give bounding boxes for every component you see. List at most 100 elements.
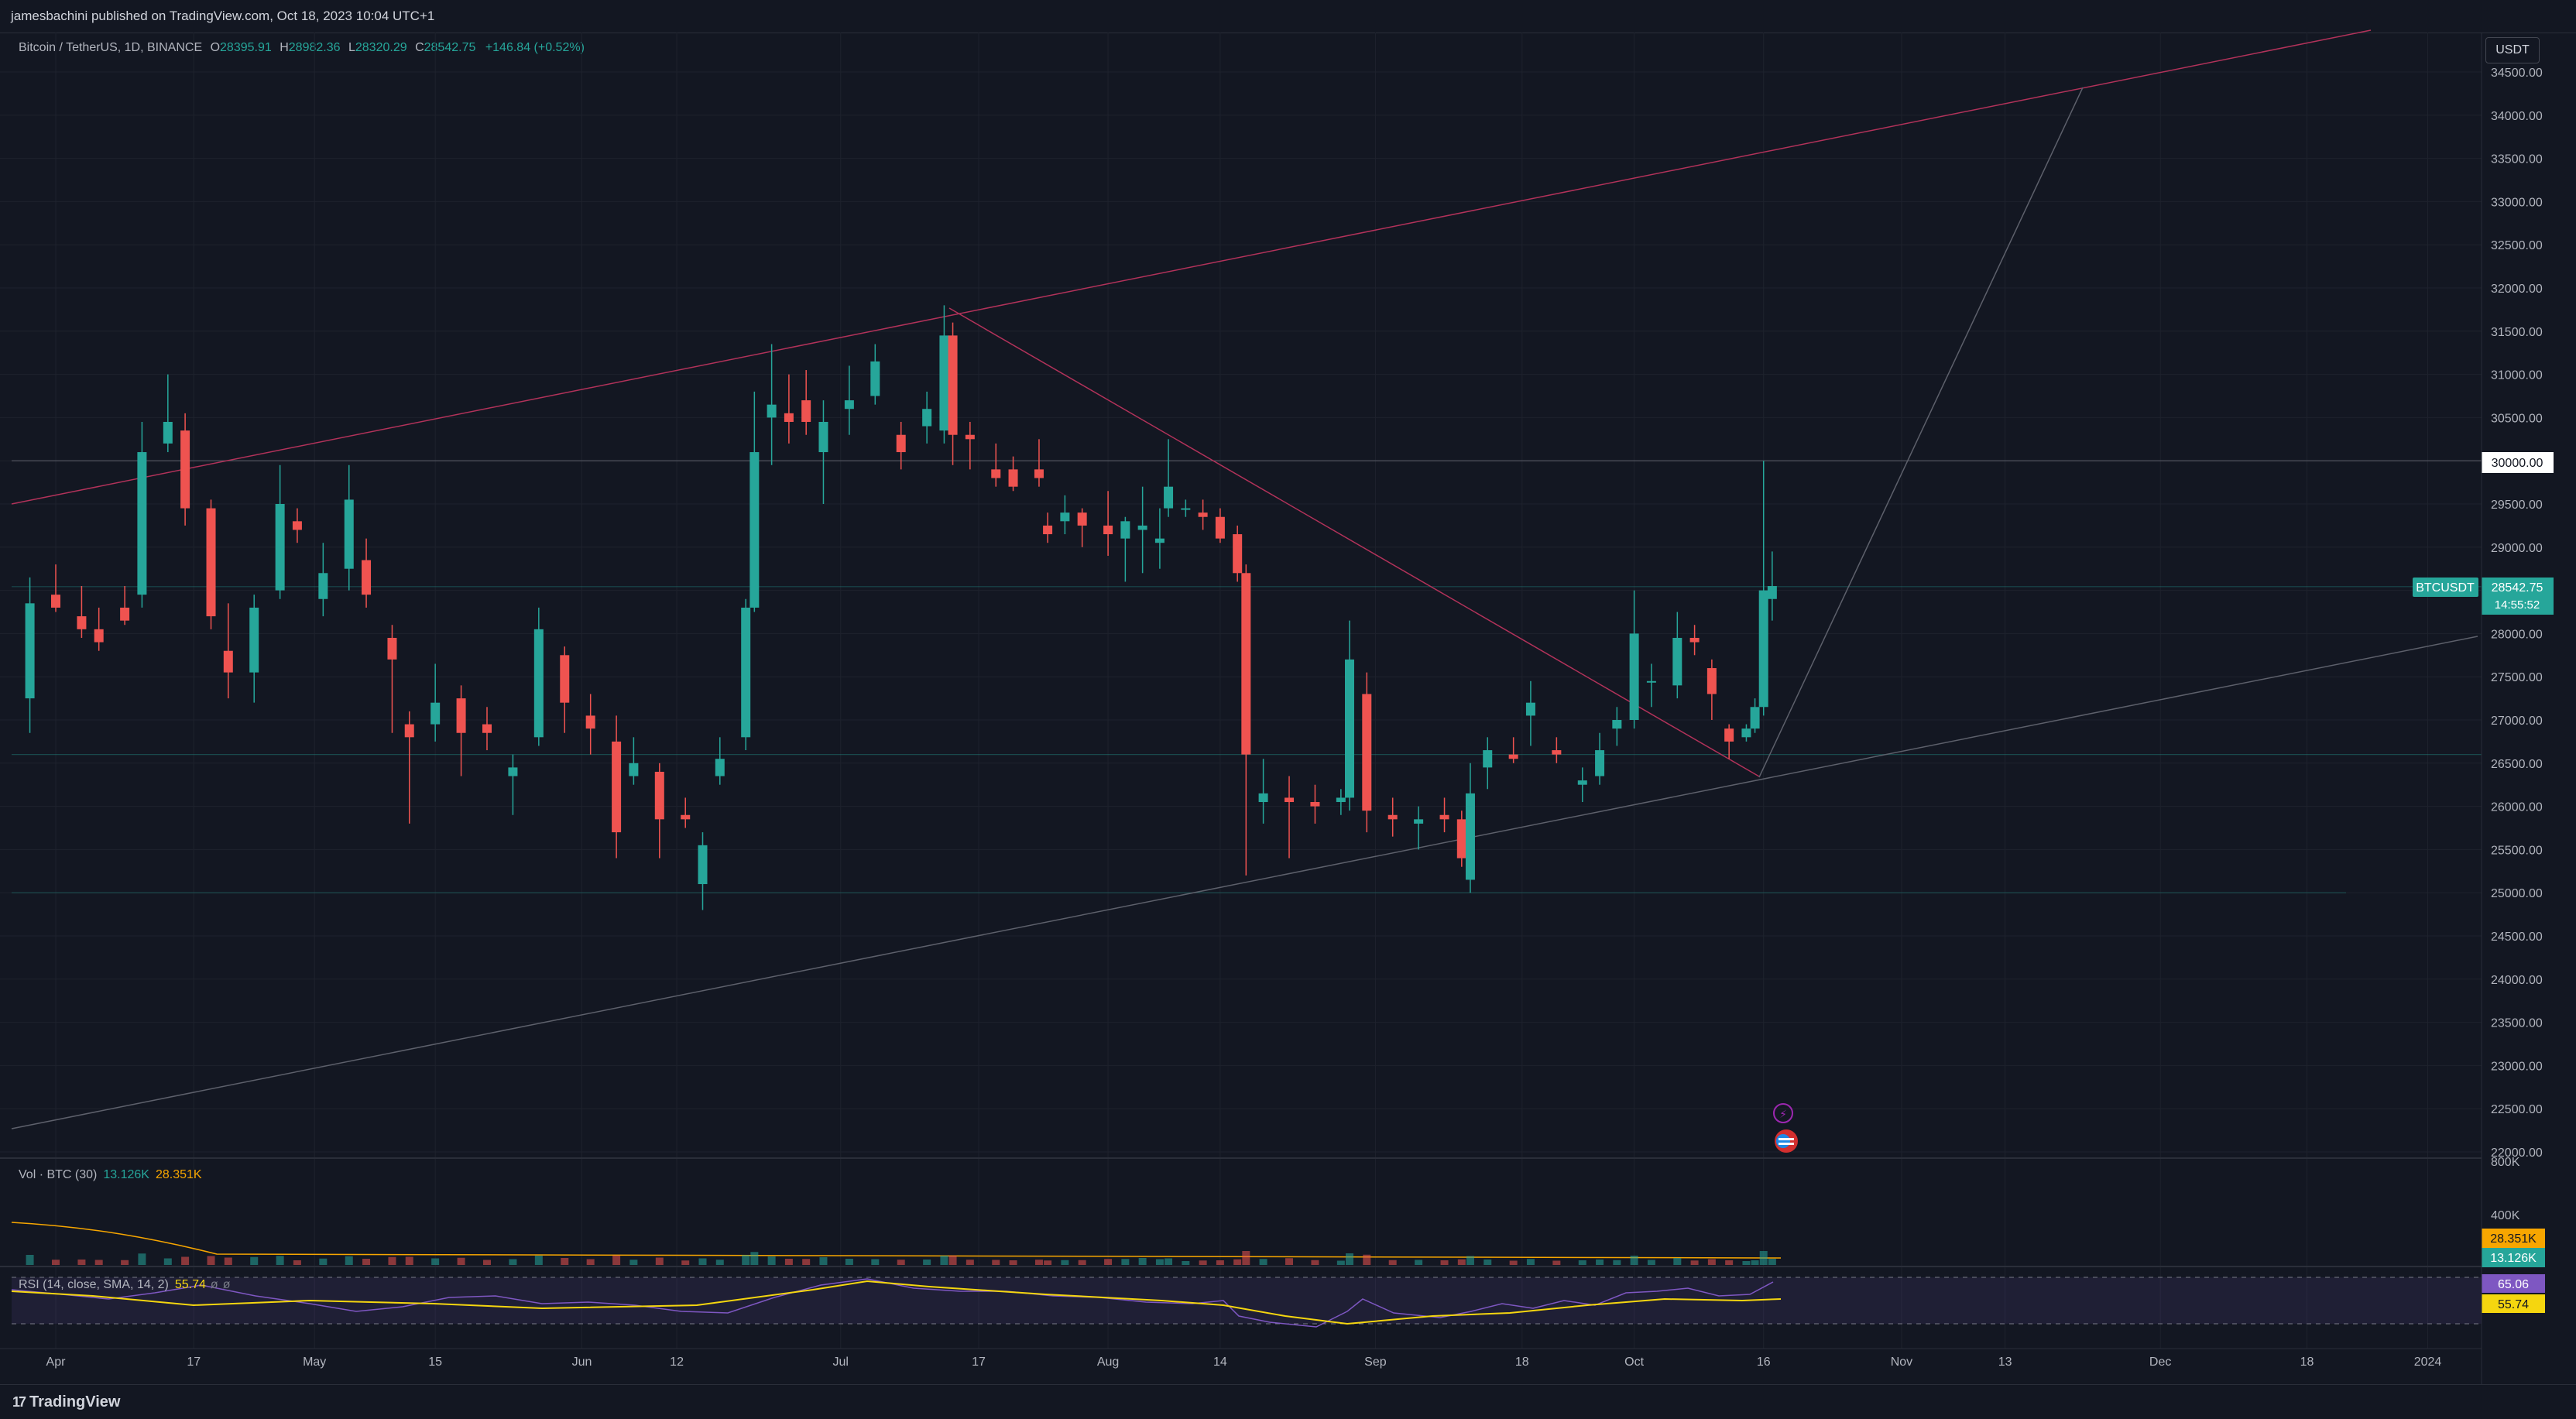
time-tick-label: Jun [572, 1356, 592, 1369]
candle-body [1241, 573, 1251, 755]
candle-body [1465, 793, 1475, 880]
candle-body [1706, 668, 1717, 694]
candle [318, 543, 328, 617]
time-tick-label: 17 [972, 1356, 986, 1369]
volume-bar [1509, 1260, 1518, 1265]
candle-body [629, 763, 639, 776]
volume-bar [1044, 1260, 1052, 1265]
volume-bar [1526, 1259, 1535, 1265]
last-price-badge [2482, 578, 2554, 615]
volume-bar [784, 1259, 793, 1265]
volume-ma-value: 28.351K [155, 1168, 202, 1181]
low-value: 28320.29 [355, 41, 407, 54]
countdown-text: 14:55:52 [2495, 598, 2540, 612]
volume-panel-label[interactable]: Vol · BTC (30) 13.126K 28.351K [19, 1168, 202, 1182]
candle-body [698, 845, 708, 885]
candle [1008, 456, 1018, 492]
volume-bar [362, 1259, 371, 1265]
candle-body [1103, 525, 1113, 535]
volume-bar [509, 1259, 517, 1265]
volume-bar [1259, 1259, 1267, 1265]
tradingview-logo[interactable]: 17 TradingView [12, 1393, 120, 1411]
candle [77, 586, 87, 638]
price-tick-label: 30500.00 [2491, 412, 2543, 425]
price-axis: 34500.00 34000.00 33500.00 33000.00 32500.00… [2491, 67, 2543, 1160]
level-30000-badge [2482, 452, 2554, 473]
candle-body [344, 499, 354, 569]
currency-button[interactable]: USDT [2485, 37, 2540, 63]
volume-bar [345, 1256, 353, 1265]
time-tick-label: 13 [1998, 1356, 2012, 1369]
volume-bar [940, 1256, 948, 1265]
candle [801, 370, 811, 435]
candle [612, 715, 622, 859]
price-tick-label: 26000.00 [2491, 801, 2543, 814]
price-tick-label: 31500.00 [2491, 326, 2543, 339]
time-tick-label: Sep [1364, 1356, 1387, 1369]
candle [1137, 486, 1147, 574]
upper-channel-line [11, 29, 2372, 505]
candle [1672, 612, 1682, 699]
candle [1043, 512, 1053, 543]
candle [1414, 806, 1424, 850]
volume-bar [767, 1256, 776, 1265]
candle-body [430, 702, 441, 725]
volume-bar [871, 1259, 880, 1265]
volume-bar [681, 1260, 690, 1265]
candle-body [896, 434, 906, 453]
low-label: L [348, 41, 355, 54]
rsi-sma-badge-text: 55.74 [2498, 1298, 2529, 1311]
candle-body [1034, 469, 1044, 478]
candle-body [870, 361, 880, 396]
candle [1387, 797, 1398, 837]
candle-body [1724, 728, 1734, 742]
candle-body [1439, 814, 1449, 820]
candle [1750, 698, 1760, 733]
volume-bar [94, 1260, 103, 1265]
candle [51, 564, 60, 612]
volume-bar [276, 1256, 284, 1265]
volume-bar [1199, 1260, 1207, 1265]
volume-bar [319, 1258, 328, 1265]
volume-bar [586, 1259, 595, 1265]
volume-bar [52, 1260, 60, 1265]
candle-body [1258, 793, 1268, 803]
price-tick-label: 24500.00 [2491, 931, 2543, 944]
trend-lines [11, 29, 2478, 1129]
candle [1362, 672, 1372, 833]
candle-body [1215, 516, 1225, 539]
volume-bar [1415, 1260, 1423, 1265]
volume-bar [655, 1257, 664, 1265]
event-markers: ⚡ [1773, 1103, 1798, 1153]
volume-bar [629, 1260, 638, 1265]
price-tick-label: 25500.00 [2491, 844, 2543, 857]
rsi-panel-label[interactable]: RSI (14, close, SMA, 14, 2) 55.74 ø ø [19, 1278, 230, 1292]
volume-bar [1440, 1260, 1449, 1265]
candle-body [1750, 707, 1760, 729]
rsi-sma-value: 55.74 [174, 1278, 206, 1291]
symbol-name[interactable]: Bitcoin / TetherUS, 1D, BINANCE [19, 41, 203, 54]
candle [163, 374, 173, 453]
candle-body [1137, 525, 1147, 530]
volume-bar [121, 1260, 129, 1265]
candle-body [1164, 486, 1174, 509]
volume-bar [293, 1260, 301, 1265]
volume-panel: 800K 400K 28.351K 13.126K [0, 1156, 2545, 1267]
volume-bar [1061, 1260, 1069, 1265]
candle-body [1508, 754, 1518, 759]
candle [1646, 663, 1656, 708]
volume-tick-400k: 400K [2491, 1209, 2520, 1222]
volume-bar [250, 1256, 259, 1265]
volume-bar [1484, 1260, 1492, 1265]
candle-body [1741, 728, 1751, 738]
candle [1552, 737, 1562, 763]
candle [1595, 732, 1605, 785]
candle [1181, 499, 1191, 517]
volume-bar [1363, 1254, 1371, 1265]
candle-body [1362, 694, 1372, 811]
candle [404, 711, 414, 824]
candle-body [1285, 797, 1295, 803]
flash-event-icon [1773, 1103, 1793, 1123]
lower-channel-line [11, 636, 2478, 1129]
